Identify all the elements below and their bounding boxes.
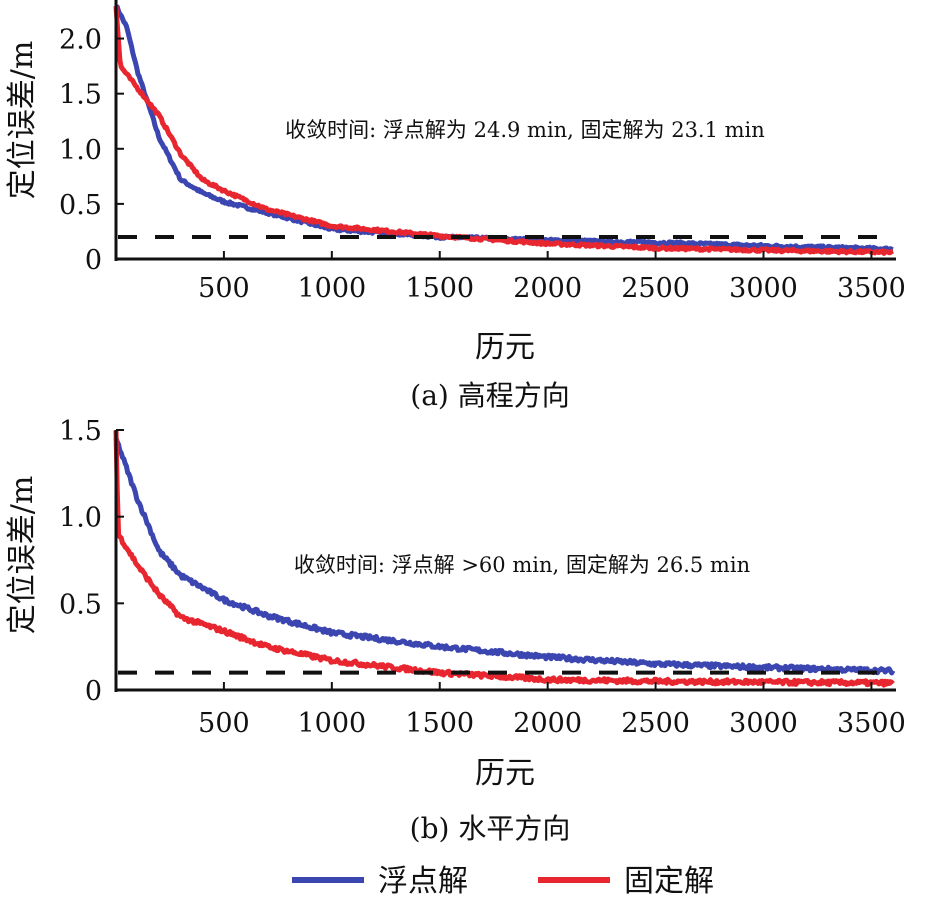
convergence-annotation: 收敛时间: 浮点解为 24.9 min, 固定解为 23.1 min	[285, 118, 765, 142]
x-tick-label: 3000	[729, 273, 798, 304]
y-tick-label: 1.5	[59, 80, 102, 111]
legend-label-fixed: 固定解	[624, 864, 714, 897]
x-tick-label: 3000	[729, 708, 798, 739]
y-axis-label: 定位误差/m	[5, 41, 40, 200]
chart-caption: (a) 高程方向	[410, 379, 569, 412]
y-tick-label: 0	[85, 676, 102, 707]
x-tick-label: 3500	[837, 273, 906, 304]
convergence-annotation: 收敛时间: 浮点解 >60 min, 固定解为 26.5 min	[294, 553, 750, 577]
y-tick-label: 1.0	[59, 503, 102, 534]
x-tick-label: 3500	[837, 708, 906, 739]
x-tick-label: 2000	[513, 273, 582, 304]
series-line-float	[113, 437, 896, 676]
x-tick-label: 2000	[513, 708, 582, 739]
x-axis-label: 历元	[475, 756, 535, 791]
chart-panel-a: 500 1000 1500 2000 2500 3000 3500 0 0.5 1.0 1.5 2.0…	[5, 0, 906, 412]
x-axis-label: 历元	[475, 330, 535, 365]
x-tick-label: 2500	[621, 273, 690, 304]
x-tick-label: 1500	[405, 273, 474, 304]
y-tick-label: 0.5	[59, 589, 102, 620]
x-tick-label: 1000	[297, 708, 366, 739]
x-tick-label: 500	[198, 273, 250, 304]
series-line-fixed	[113, 5, 895, 256]
chart-caption: (b) 水平方向	[410, 812, 571, 845]
y-tick-label: 1.0	[59, 135, 102, 166]
chart-panel-b: 500 1000 1500 2000 2500 3000 3500 0 0.5 1.0 1.5 定位误…	[5, 416, 906, 845]
legend: 浮点解 固定解	[292, 864, 714, 897]
y-axis-label: 定位误差/m	[5, 476, 40, 635]
x-tick-label: 1000	[297, 273, 366, 304]
x-tick-label: 2500	[621, 708, 690, 739]
x-tick-label: 500	[198, 708, 250, 739]
y-tick-label: 1.5	[59, 416, 102, 447]
y-tick-label: 0.5	[59, 190, 102, 221]
x-tick-label: 1500	[405, 708, 474, 739]
y-tick-label: 2.0	[59, 25, 102, 56]
legend-label-float: 浮点解	[378, 864, 468, 897]
y-tick-label: 0	[85, 245, 102, 276]
